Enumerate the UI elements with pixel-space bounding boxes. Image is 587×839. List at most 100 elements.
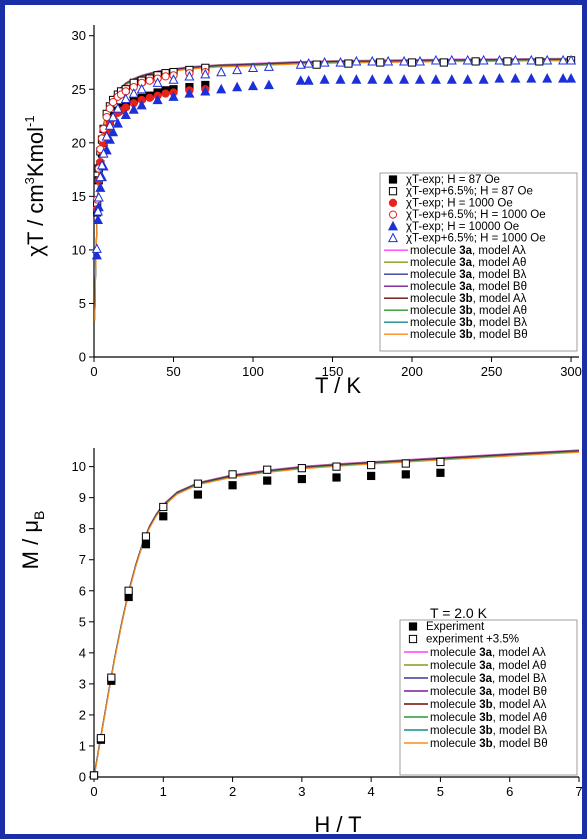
chart1-series-4-point <box>542 73 553 83</box>
chart1-series-4-point <box>91 249 102 260</box>
chart2-series-1-point <box>332 462 341 471</box>
chart2-x-tick-label: 2 <box>229 784 236 799</box>
chart2-legend-model-label-6: molecule 3b, model Bλ <box>430 725 547 737</box>
chart1-series-4-point <box>478 74 489 84</box>
chart1-series-1-point <box>344 59 353 68</box>
chart1-series-5-point <box>92 205 104 216</box>
chart2-legend-model-label-0: molecule 3a, model Aλ <box>430 647 546 659</box>
chart1-legend-label-1: χT-exp+6.5%; H = 87 Oe <box>406 186 533 198</box>
chart1-series-5-point <box>95 171 106 182</box>
chart2-x-tick-label: 4 <box>368 784 375 799</box>
chart2-series-1-point <box>89 771 99 780</box>
chart1-legend-marker-5 <box>387 232 399 243</box>
chart2-series-0-point <box>193 490 203 499</box>
chart1-legend-label-0: χT-exp; H = 87 Oe <box>406 174 500 186</box>
chart2-legend-model-label-4: molecule 3b, model Aλ <box>430 699 547 711</box>
chart1-series-5-point <box>120 93 131 103</box>
chart1-series-5-point <box>96 159 107 170</box>
chart2-series-0-point <box>297 474 306 484</box>
chart1-series-5-point <box>414 55 426 66</box>
chart2-legend-marker-0 <box>408 622 418 631</box>
chart2-temperature-annotation: T = 2.0 K <box>430 605 488 621</box>
chart1-series-5-point <box>303 58 314 68</box>
chart2-legend-model-label-5: molecule 3b, model Aθ <box>430 712 547 724</box>
chart1-series-5-point <box>93 191 104 202</box>
chart1-legend-model-label-7: molecule 3b, model Bθ <box>410 329 528 341</box>
chart1-series-3-point <box>145 76 154 85</box>
chart2-series-0-point <box>332 473 341 482</box>
chart1-series-4-point <box>414 74 426 84</box>
chart1-series-5-point <box>98 148 109 158</box>
chart2-y-tick-label: 5 <box>79 614 86 629</box>
chart1-series-4-point <box>383 74 394 84</box>
chart1-series-4-point <box>128 104 139 114</box>
chart1-series-4-point <box>558 73 569 83</box>
chart1-series-4-point <box>200 85 211 96</box>
chart1-series-5-point <box>319 57 330 67</box>
chart2-legend-model-label-7: molecule 3b, model Bθ <box>430 738 548 750</box>
chart1-x-tick-label: 200 <box>401 364 423 379</box>
chart1-series-5-point <box>295 59 306 69</box>
chart1-series-4-point <box>247 80 259 91</box>
chart1-series-5-point <box>542 54 553 65</box>
chart2-x-tick-label: 1 <box>160 784 167 799</box>
chart1-series-5-point <box>446 54 457 65</box>
chart1-legend-model-label-4: molecule 3b, model Aλ <box>410 293 527 305</box>
chart2-y-tick-label: 6 <box>79 583 86 598</box>
chart1-series-4-point <box>510 73 521 83</box>
chart2-series-1-point <box>367 460 376 470</box>
chart1-x-tick-label: 0 <box>90 364 97 379</box>
chart2-x-tick-label: 0 <box>90 784 97 799</box>
chart1-series-4-point <box>216 83 227 94</box>
chart1-series-4-point <box>108 126 119 137</box>
chart1-legend-model-label-2: molecule 3a, model Bλ <box>410 269 527 281</box>
chart1-series-4-point <box>120 109 131 120</box>
chart2-legend-model-label-3: molecule 3a, model Bθ <box>430 686 547 698</box>
chart1-series-1-point <box>471 57 480 66</box>
chart1-series-4-point <box>295 75 306 85</box>
chart2-series-0-point <box>263 476 272 485</box>
chart2-series-1-point <box>124 586 133 595</box>
chart1-legend-label-2: χT-exp; H = 1000 Oe <box>406 197 513 209</box>
chart1-series-5-point <box>91 243 102 253</box>
chart1-series-4-point <box>462 74 473 84</box>
chart1-legend-model-label-3: molecule 3a, model Bθ <box>410 281 527 293</box>
chart2-series-1-point <box>96 734 106 743</box>
chart1-series-5-point <box>462 54 473 65</box>
chart2-series-1-point <box>141 532 151 541</box>
chart1-series-1-point <box>439 58 448 67</box>
chart1-legend-marker-2 <box>388 198 398 207</box>
chart1-series-4-point <box>566 73 577 83</box>
chart2-y-tick-label: 10 <box>72 459 86 474</box>
chart1-series-4-point <box>399 74 410 84</box>
chart1-series-4-point <box>168 91 179 101</box>
chart1-series-5-point <box>104 120 115 130</box>
chart1-series-5-point <box>430 54 441 65</box>
chart1-series-5-point <box>152 77 163 87</box>
chart2-legend-model-label-1: molecule 3a, model Aθ <box>430 660 546 672</box>
chart2-y-tick-label: 9 <box>79 490 86 505</box>
chart1-series-4-point <box>526 73 537 83</box>
chart2-series-0-point <box>228 481 237 490</box>
chart1-series-5-point <box>399 55 410 66</box>
chart1-series-5-point <box>232 64 243 75</box>
chart1-y-tick-label: 15 <box>72 189 86 204</box>
chart2-legend-label-0: Experiment <box>426 621 485 633</box>
chart2-series-0-point <box>436 468 445 477</box>
chart1-y-tick-label: 0 <box>79 350 86 365</box>
chart1-series-4-point <box>494 73 505 83</box>
chart1-series-1-point <box>503 57 512 66</box>
chart1-series-5-point <box>101 130 112 141</box>
chart1-series-4-point <box>152 94 163 105</box>
chart1-y-tick-label: 25 <box>72 82 86 97</box>
chart1-x-axis-label: T / K <box>315 373 361 398</box>
chart2-y-tick-label: 3 <box>79 676 86 691</box>
chart2-series-1-point <box>297 464 306 473</box>
chart1-series-2-point <box>161 89 170 98</box>
chart1-x-tick-label: 300 <box>560 364 582 379</box>
chart2-x-tick-label: 6 <box>506 784 513 799</box>
chart2-series-0-point <box>401 470 410 479</box>
chart1-series-3-point <box>105 104 115 113</box>
chart2-y-axis-label: M / μB <box>18 511 47 570</box>
